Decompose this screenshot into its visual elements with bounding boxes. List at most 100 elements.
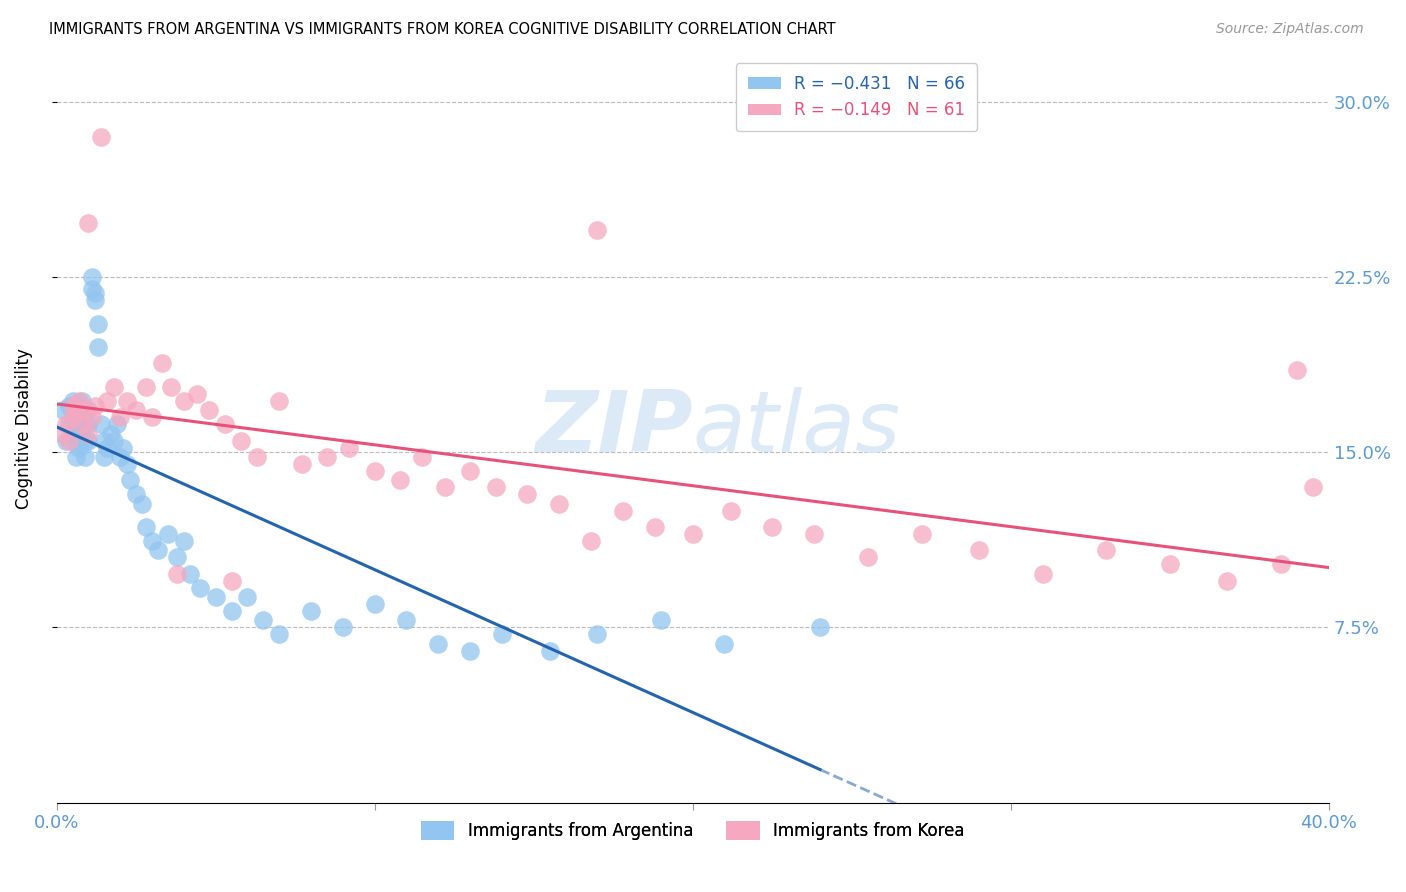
Point (173, 533, 195, 548)
Point (125, 403, 148, 417)
Point (58, 434, 80, 448)
Point (395, 614, 418, 628)
Point (579, 533, 602, 548)
Point (221, 574, 243, 588)
Point (269, 627, 291, 641)
Point (90, 417, 112, 432)
Point (83, 286, 105, 301)
Point (135, 520, 157, 534)
Point (67, 393, 90, 408)
Point (911, 527, 934, 541)
Point (484, 480, 506, 494)
Point (1095, 543, 1118, 558)
Point (720, 503, 742, 517)
Point (1159, 558, 1181, 572)
Point (65, 417, 87, 432)
Point (173, 393, 195, 408)
Point (337, 441, 360, 455)
Point (105, 417, 128, 432)
Point (55, 434, 77, 448)
Point (62, 399, 84, 413)
Point (1302, 480, 1324, 494)
Point (80, 270, 103, 285)
Point (548, 497, 571, 511)
Point (516, 487, 538, 501)
Point (141, 410, 163, 425)
Point (332, 620, 354, 634)
Point (713, 637, 735, 651)
Point (1216, 574, 1239, 588)
Point (55, 417, 77, 432)
Point (110, 450, 132, 464)
Point (363, 464, 385, 478)
Legend: Immigrants from Argentina, Immigrants from Korea: Immigrants from Argentina, Immigrants fr… (415, 814, 972, 847)
Point (458, 464, 481, 478)
Point (363, 597, 385, 611)
Point (93, 450, 115, 464)
Point (433, 480, 456, 494)
Point (761, 520, 783, 534)
Point (1031, 566, 1053, 581)
Point (96, 393, 118, 408)
Point (75, 450, 97, 464)
Point (100, 426, 122, 441)
Point (112, 441, 135, 455)
Point (586, 223, 609, 237)
Point (67, 426, 90, 441)
Point (188, 581, 211, 595)
Text: IMMIGRANTS FROM ARGENTINA VS IMMIGRANTS FROM KOREA COGNITIVE DISABILITY CORRELAT: IMMIGRANTS FROM ARGENTINA VS IMMIGRANTS … (49, 22, 835, 37)
Point (166, 550, 188, 565)
Point (77, 434, 100, 448)
Point (316, 450, 339, 464)
Point (246, 450, 269, 464)
Point (186, 387, 208, 401)
Point (125, 487, 148, 501)
Point (803, 527, 825, 541)
Point (75, 434, 97, 448)
Point (131, 497, 153, 511)
Point (93, 434, 115, 448)
Point (856, 550, 879, 565)
Point (96, 441, 118, 455)
Point (70, 410, 93, 425)
Point (967, 543, 990, 558)
Point (160, 380, 183, 394)
Point (83, 399, 105, 413)
Point (80, 410, 103, 425)
Point (65, 403, 87, 417)
Point (62, 410, 84, 425)
Point (75, 403, 97, 417)
Point (77, 417, 100, 432)
Point (58, 417, 80, 432)
Text: atlas: atlas (693, 387, 901, 470)
Point (70, 393, 93, 408)
Point (156, 527, 179, 541)
Point (644, 520, 666, 534)
Point (198, 403, 221, 417)
Point (103, 380, 125, 394)
Point (135, 380, 157, 394)
Point (58, 399, 80, 413)
Point (1285, 363, 1308, 377)
Point (75, 417, 97, 432)
Point (77, 216, 100, 230)
Point (65, 434, 87, 448)
Point (236, 590, 259, 604)
Point (148, 543, 170, 558)
Point (80, 282, 103, 296)
Point (70, 417, 93, 432)
Point (83, 293, 105, 308)
Point (229, 434, 252, 448)
Point (290, 457, 312, 471)
Point (682, 527, 704, 541)
Point (70, 422, 93, 436)
Point (808, 620, 831, 634)
Point (491, 627, 513, 641)
Point (118, 473, 141, 487)
Point (252, 614, 274, 628)
Point (62, 426, 84, 441)
Y-axis label: Cognitive Disability: Cognitive Disability (15, 349, 32, 509)
Point (204, 590, 226, 604)
Point (586, 627, 609, 641)
Point (110, 410, 132, 425)
